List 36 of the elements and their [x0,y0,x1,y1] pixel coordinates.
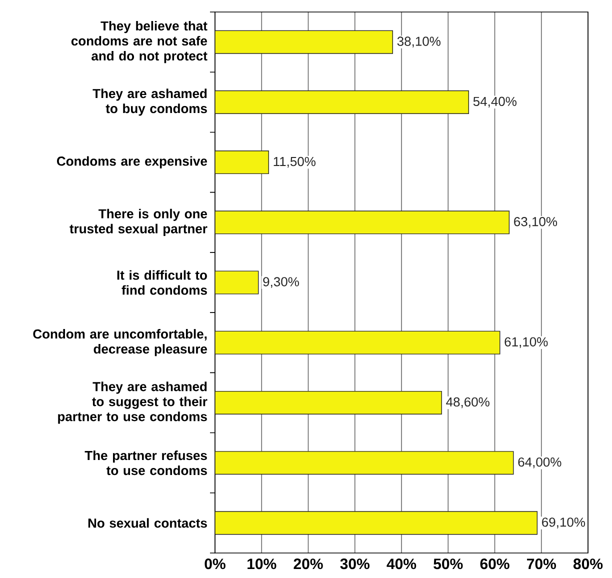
x-tick-label: 50% [434,558,463,570]
data-label: 61,10% [504,337,548,348]
data-label: 54,40% [473,96,516,108]
x-tick-label: 80% [573,558,603,570]
y-tick-label: The partner refuses to use condoms [84,450,207,476]
bar [215,390,442,414]
x-tick-label: 10% [248,558,276,570]
x-tick-label: 30% [340,558,370,570]
y-tick-label: They believe that condoms are not safe and do not protect [71,20,208,64]
bar [215,150,269,174]
data-label: 64,00% [518,457,562,468]
y-tick-label: They are ashamed to suggest to their partner to use condoms [58,382,208,424]
bar [215,330,500,354]
y-tick-label: It is difficult to find condoms [117,270,207,295]
data-label: 63,10% [514,217,558,228]
data-label: 48,60% [446,397,490,408]
y-tick-label: There is only one trusted sexual partner [70,208,208,236]
bar [215,210,510,234]
bar [215,511,538,535]
y-tick-label: Condom are uncomfortable, decrease pleasure [33,329,208,356]
data-label: 38,10% [397,36,440,48]
bar [215,90,469,114]
x-tick-label: 70% [527,558,556,570]
x-tick-label: 60% [480,558,510,570]
x-tick-label: 40% [386,558,416,570]
x-tick-label: 20% [294,558,323,570]
y-tick-label: They are ashamed to buy condoms [92,88,207,116]
data-label: 9,30% [263,277,299,288]
data-label: 11,50% [274,156,316,168]
bar [215,30,393,54]
bar [215,270,259,294]
y-tick-label: Condoms are expensive [57,156,208,168]
data-label: 69,10% [542,518,586,528]
y-tick-label: No sexual contacts [88,518,207,528]
x-tick-label: 0% [204,558,226,570]
bar [215,451,514,475]
